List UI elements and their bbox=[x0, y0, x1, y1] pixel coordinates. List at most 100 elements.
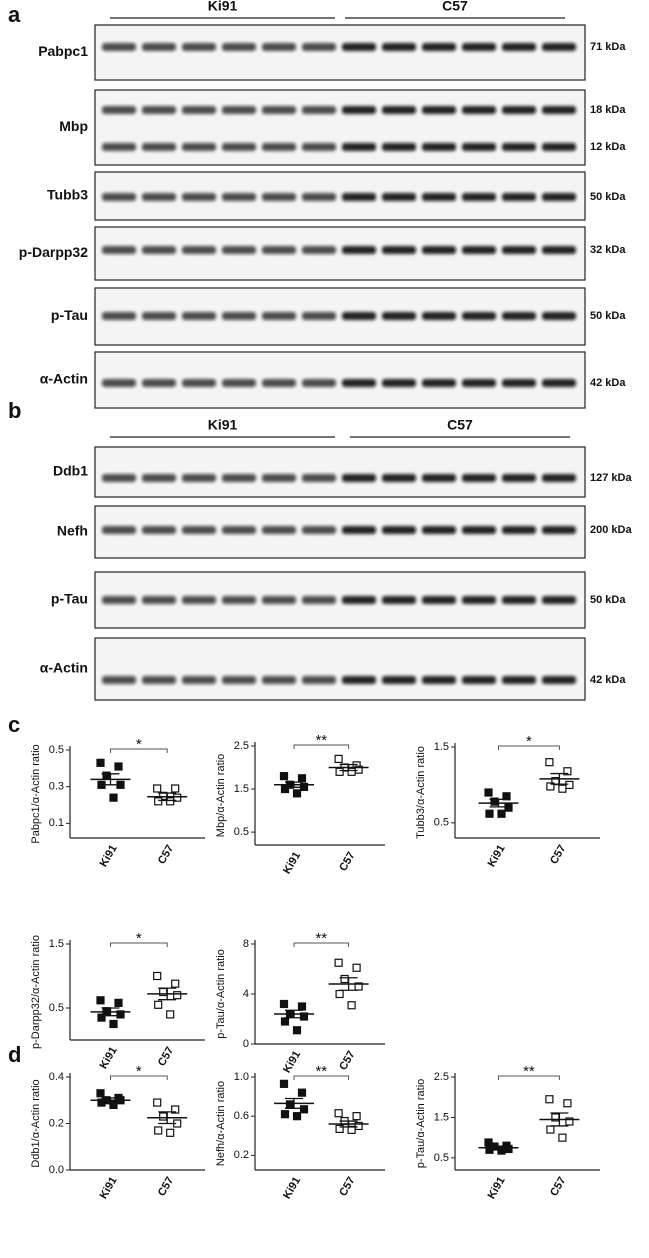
data-point bbox=[166, 1128, 175, 1137]
y-tick-label: 0 bbox=[243, 1038, 249, 1050]
band bbox=[262, 106, 296, 114]
band bbox=[302, 106, 336, 114]
band bbox=[542, 143, 576, 151]
band bbox=[262, 474, 296, 482]
data-point bbox=[504, 803, 513, 812]
data-point bbox=[297, 774, 307, 783]
band bbox=[302, 246, 336, 254]
band bbox=[182, 379, 216, 387]
data-point bbox=[153, 971, 162, 981]
band bbox=[382, 676, 416, 684]
band bbox=[342, 596, 376, 604]
band bbox=[502, 379, 536, 387]
y-axis-label: p-Tau/α-Actin ratio bbox=[415, 1079, 427, 1169]
band bbox=[222, 106, 256, 114]
marker-label: 12 kDa bbox=[590, 141, 626, 153]
band bbox=[462, 379, 496, 387]
y-tick-label: 8 bbox=[243, 938, 249, 950]
significance-label: ** bbox=[523, 1063, 535, 1080]
significance-label: * bbox=[136, 1063, 142, 1080]
band bbox=[542, 526, 576, 534]
band bbox=[342, 43, 376, 51]
data-point bbox=[96, 996, 105, 1005]
data-point bbox=[173, 991, 182, 1000]
significance-label: ** bbox=[315, 732, 327, 749]
band bbox=[182, 474, 216, 482]
y-axis-label: Pabpc1/α-Actin ratio bbox=[30, 744, 42, 843]
band bbox=[102, 312, 136, 320]
band bbox=[542, 106, 576, 114]
data-point bbox=[340, 974, 349, 984]
data-point bbox=[563, 767, 572, 776]
blot-label: Mbp bbox=[59, 118, 88, 134]
data-point bbox=[347, 767, 356, 776]
band bbox=[302, 379, 336, 387]
blot-frame bbox=[94, 24, 586, 81]
data-point bbox=[166, 1010, 175, 1019]
y-axis-label: p-Tau/α-Actin ratio bbox=[215, 949, 227, 1039]
y-tick-label: 1.0 bbox=[234, 1071, 249, 1083]
x-tick-label: C57 bbox=[337, 850, 357, 873]
x-tick-label: Ki91 bbox=[281, 1049, 303, 1075]
band bbox=[382, 193, 416, 201]
band bbox=[182, 596, 216, 604]
band bbox=[342, 246, 376, 254]
data-point bbox=[154, 797, 163, 806]
band bbox=[422, 43, 456, 51]
band bbox=[542, 246, 576, 254]
panel-letter: d bbox=[8, 1042, 21, 1067]
x-tick-label: Ki91 bbox=[281, 1175, 303, 1201]
band bbox=[222, 379, 256, 387]
band bbox=[422, 526, 456, 534]
band bbox=[382, 106, 416, 114]
data-point bbox=[334, 958, 343, 967]
band bbox=[182, 43, 216, 51]
band bbox=[222, 312, 256, 320]
band bbox=[142, 246, 176, 254]
band bbox=[142, 379, 176, 387]
data-point bbox=[334, 1109, 343, 1118]
band bbox=[142, 43, 176, 51]
band bbox=[142, 526, 176, 534]
band bbox=[462, 526, 496, 534]
data-point bbox=[297, 1088, 307, 1097]
x-tick-label: C57 bbox=[548, 1175, 568, 1198]
band bbox=[262, 526, 296, 534]
band bbox=[102, 246, 136, 254]
band bbox=[342, 676, 376, 684]
data-point bbox=[292, 789, 302, 798]
band bbox=[222, 474, 256, 482]
data-point bbox=[154, 1126, 163, 1135]
band bbox=[422, 143, 456, 151]
marker-label: 200 kDa bbox=[590, 524, 632, 536]
blot-label: α-Actin bbox=[40, 660, 88, 676]
band bbox=[502, 526, 536, 534]
marker-label: 50 kDa bbox=[590, 594, 626, 606]
blot-frame bbox=[94, 89, 586, 166]
x-tick-label: Ki91 bbox=[281, 850, 303, 876]
x-tick-label: C57 bbox=[337, 1049, 357, 1072]
significance-bracket bbox=[110, 1075, 168, 1080]
x-tick-label: C57 bbox=[156, 1045, 176, 1068]
blot-label: Tubb3 bbox=[47, 187, 88, 203]
y-tick-label: 1.5 bbox=[49, 938, 64, 950]
band bbox=[462, 312, 496, 320]
blot-frame bbox=[94, 446, 586, 498]
data-point bbox=[114, 998, 123, 1007]
blot-label: α-Actin bbox=[40, 371, 88, 387]
band bbox=[142, 676, 176, 684]
band bbox=[422, 596, 456, 604]
marker-label: 18 kDa bbox=[590, 104, 626, 116]
band bbox=[182, 526, 216, 534]
band bbox=[262, 43, 296, 51]
band bbox=[262, 246, 296, 254]
significance-bracket bbox=[110, 942, 168, 947]
band bbox=[462, 143, 496, 151]
blot-frame bbox=[94, 637, 586, 701]
marker-label: 32 kDa bbox=[590, 244, 626, 256]
marker-label: 71 kDa bbox=[590, 41, 626, 53]
band bbox=[502, 43, 536, 51]
data-point bbox=[545, 1095, 554, 1104]
band bbox=[462, 596, 496, 604]
data-point bbox=[485, 809, 494, 818]
